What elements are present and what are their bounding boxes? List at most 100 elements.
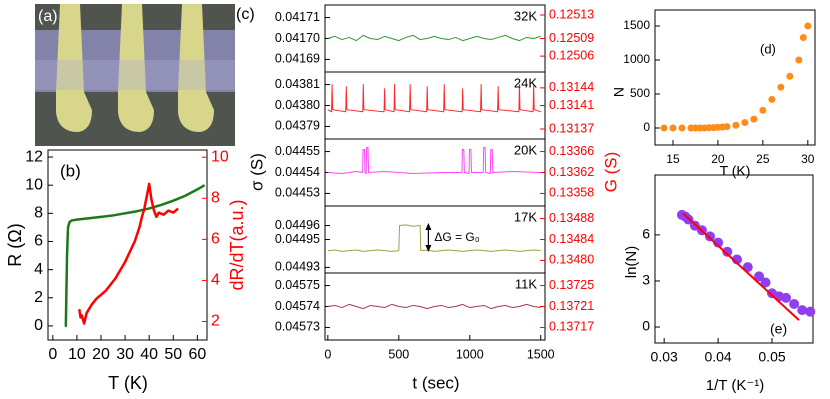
y-tick-label: 0.04495 — [275, 232, 320, 246]
data-point — [713, 237, 724, 248]
y2-tick-label: 0.13366 — [549, 144, 594, 158]
y-axis-label: R (Ω) — [5, 223, 25, 266]
data-line — [78, 182, 179, 325]
data-point — [804, 22, 812, 30]
y-tick-label: 3 — [642, 272, 650, 288]
data-point — [705, 231, 716, 242]
panel-label: (b) — [60, 161, 81, 180]
data-point — [805, 306, 816, 317]
x-axis-label: 1/T (K⁻¹) — [706, 377, 764, 394]
panel-label: (a) — [38, 8, 58, 25]
electrode — [118, 4, 154, 132]
y2-tick-label: 8 — [211, 189, 220, 206]
strip-label: 11K — [515, 276, 537, 291]
strip-label: 32K — [514, 8, 537, 23]
plot-frame — [47, 149, 208, 341]
data-point — [795, 56, 803, 64]
y-tick-label: 6 — [642, 226, 650, 242]
y-tick-label: 1500 — [623, 18, 650, 32]
plot-frame — [654, 174, 814, 344]
x-tick-label: 15 — [666, 152, 680, 166]
y2-tick-label: 0.13721 — [549, 299, 594, 313]
y-axis-label: ln(N) — [623, 246, 640, 279]
data-point — [660, 124, 668, 132]
data-line — [327, 303, 541, 310]
data-point — [759, 106, 767, 114]
y-tick-label: 0 — [34, 317, 43, 334]
y-tick-label: 0.04169 — [275, 52, 320, 66]
arrow-head — [425, 223, 432, 252]
data-point — [768, 95, 776, 103]
y-tick-label: 500 — [630, 86, 650, 100]
y-tick-label: 0.04574 — [275, 299, 320, 313]
panel-label: (e) — [770, 321, 787, 337]
y-tick-label: 0.04453 — [275, 186, 320, 200]
y2-axis-label: dR/dT(a.u.) — [227, 199, 247, 290]
y-tick-label: 6 — [34, 233, 43, 250]
x-tick-label: 30 — [116, 346, 134, 363]
y-axis-label: N — [611, 87, 627, 97]
plot-frame — [654, 9, 816, 146]
panel-label: (c) — [236, 6, 255, 23]
data-point — [760, 277, 771, 288]
data-point — [797, 305, 808, 316]
electrode — [178, 4, 214, 132]
y-tick-label: 0.04171 — [275, 10, 320, 24]
x-tick-label: 25 — [756, 152, 770, 166]
y-tick-label: 0.04496 — [275, 218, 320, 232]
data-point — [777, 83, 785, 91]
y2-tick-label: 0.13137 — [549, 121, 594, 135]
y-tick-label: 0.04575 — [275, 278, 320, 292]
strip-label: 20K — [514, 142, 537, 157]
y-tick-label: 0.04493 — [275, 260, 320, 274]
electrode — [56, 4, 92, 132]
x-axis-label: T (K) — [720, 163, 751, 179]
panel-label: (d) — [760, 41, 776, 56]
y2-tick-label: 0.13488 — [549, 211, 594, 225]
image-band — [35, 60, 235, 90]
x-tick-label: 20 — [92, 346, 110, 363]
strip-label: 24K — [514, 75, 537, 90]
x-tick-label: 40 — [140, 346, 158, 363]
y-tick-label: 1000 — [623, 52, 650, 66]
y2-tick-label: 0.12506 — [549, 48, 594, 62]
annotation: ΔG = G₀ — [434, 230, 479, 244]
data-line — [682, 212, 800, 321]
x-axis-label: t (sec) — [412, 373, 459, 392]
y-tick-label: 4 — [34, 261, 43, 278]
data-point — [722, 246, 733, 257]
x-tick-label: 20 — [711, 152, 725, 166]
plot-frame — [324, 71, 546, 140]
y-tick-label: 0.04573 — [275, 320, 320, 334]
y-tick-label: 0.04381 — [275, 77, 320, 91]
y2-tick-label: 0.13144 — [549, 80, 594, 94]
data-point — [732, 121, 740, 129]
y2-tick-label: 4 — [211, 272, 220, 289]
y2-tick-label: 0.13725 — [549, 278, 594, 292]
y2-tick-label: 0.13141 — [549, 98, 594, 112]
data-point — [723, 123, 731, 131]
y2-tick-label: 0.13480 — [549, 253, 594, 267]
y-tick-label: 0.04380 — [275, 98, 320, 112]
y-tick-label: 0.04454 — [275, 165, 320, 179]
y-tick-label: 0 — [643, 120, 650, 134]
data-line — [327, 34, 541, 42]
x-axis-label: T (K) — [108, 373, 148, 393]
y2-tick-label: 6 — [211, 231, 220, 248]
x-tick-label: 30 — [801, 152, 815, 166]
x-tick-label: 10 — [68, 346, 86, 363]
data-point — [678, 124, 686, 132]
y2-tick-label: 0.12513 — [549, 7, 594, 21]
x-tick-label: 0 — [48, 346, 57, 363]
data-line — [327, 84, 541, 113]
x-tick-label: 0 — [324, 347, 331, 361]
x-tick-label: 60 — [188, 346, 206, 363]
strip-label: 17K — [514, 209, 537, 224]
data-point — [789, 298, 800, 309]
data-point — [741, 119, 749, 127]
y2-tick-label: 0.13362 — [549, 165, 594, 179]
data-line — [327, 224, 541, 252]
y2-tick-label: 0.13358 — [549, 186, 594, 200]
